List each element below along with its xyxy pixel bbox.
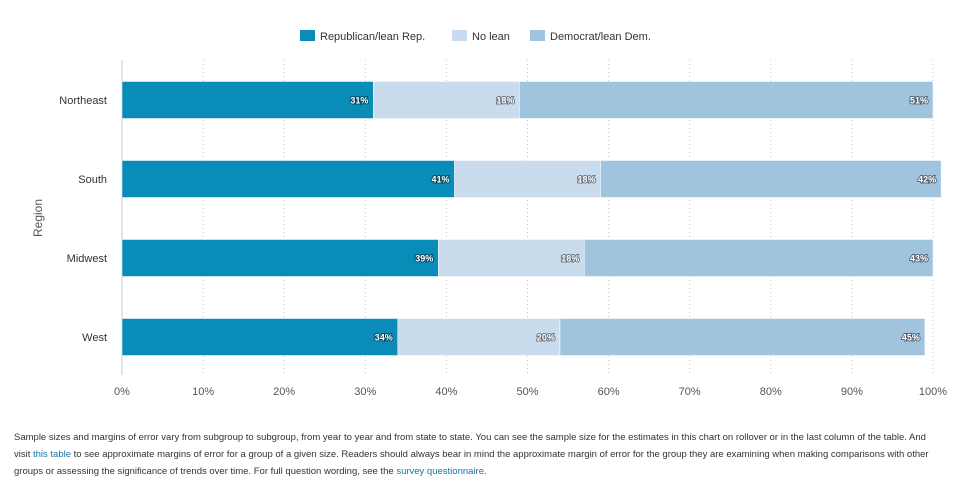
x-tick-label: 80% xyxy=(760,386,782,398)
stacked-bar-chart: Republican/lean Rep. No lean Democrat/lean… xyxy=(31,30,947,398)
category-label: South xyxy=(78,174,107,186)
x-tick-label: 70% xyxy=(679,386,701,398)
category-label: Northeast xyxy=(59,95,107,107)
bar-segment[interactable] xyxy=(519,81,934,119)
data-label: 45% xyxy=(902,333,920,343)
data-label: 39% xyxy=(415,254,433,264)
legend-swatch xyxy=(452,30,467,41)
footnote: Sample sizes and margins of error vary f… xyxy=(14,429,944,480)
data-label: 42% xyxy=(918,175,936,185)
data-label: 18% xyxy=(561,254,579,264)
y-axis-title: Region xyxy=(31,199,45,237)
bar-segment[interactable] xyxy=(397,318,561,356)
legend-label: No lean xyxy=(472,31,510,43)
bar-segment[interactable] xyxy=(584,239,934,277)
category-label: West xyxy=(82,332,107,344)
x-tick-label: 40% xyxy=(435,386,457,398)
data-label: 41% xyxy=(431,175,449,185)
x-tick-label: 100% xyxy=(919,386,947,398)
x-tick-label: 60% xyxy=(598,386,620,398)
data-label: 18% xyxy=(496,96,514,106)
bar-segment[interactable] xyxy=(121,160,455,198)
bar-segment[interactable] xyxy=(600,160,942,198)
data-label: 43% xyxy=(910,254,928,264)
legend-label: Democrat/lean Dem. xyxy=(550,31,651,43)
survey-questionnaire-link[interactable]: survey questionnaire xyxy=(396,466,484,477)
footnote-text-1: Sample sizes and margins of error vary f… xyxy=(14,432,926,460)
x-tick-labels: 0% 10% 20% 30% 40% 50% 60% 70% 80% 90% 100% xyxy=(114,386,947,398)
bar-segment[interactable] xyxy=(559,318,926,356)
legend: Republican/lean Rep. No lean Democrat/lean… xyxy=(300,30,651,43)
legend-swatch xyxy=(300,30,315,41)
bar-segment[interactable] xyxy=(121,318,398,356)
x-tick-label: 50% xyxy=(516,386,538,398)
x-tick-label: 20% xyxy=(273,386,295,398)
category-label: Midwest xyxy=(67,253,107,265)
bar-segment[interactable] xyxy=(454,160,601,198)
legend-label: Republican/lean Rep. xyxy=(320,31,425,43)
bars: 31% 18% 51% 41% 18% 42% 39% 18% 43% 34% 20% 45% xyxy=(121,81,942,356)
x-tick-label: 30% xyxy=(354,386,376,398)
footnote-text-2: to see approximate margins of error for … xyxy=(14,449,929,477)
footnote-text-3: . xyxy=(483,466,487,477)
data-label: 51% xyxy=(910,96,928,106)
bar-segment[interactable] xyxy=(121,239,439,277)
this-table-link[interactable]: this table xyxy=(33,449,72,460)
data-label: 18% xyxy=(577,175,595,185)
x-tick-label: 0% xyxy=(114,386,130,398)
data-label: 34% xyxy=(375,333,393,343)
bar-segment[interactable] xyxy=(373,81,520,119)
x-tick-label: 10% xyxy=(192,386,214,398)
category-labels: Northeast South Midwest West xyxy=(59,95,107,344)
legend-swatch xyxy=(530,30,545,41)
bar-segment[interactable] xyxy=(438,239,585,277)
data-label: 20% xyxy=(537,333,555,343)
bar-segment[interactable] xyxy=(121,81,374,119)
x-tick-label: 90% xyxy=(841,386,863,398)
data-label: 31% xyxy=(350,96,368,106)
